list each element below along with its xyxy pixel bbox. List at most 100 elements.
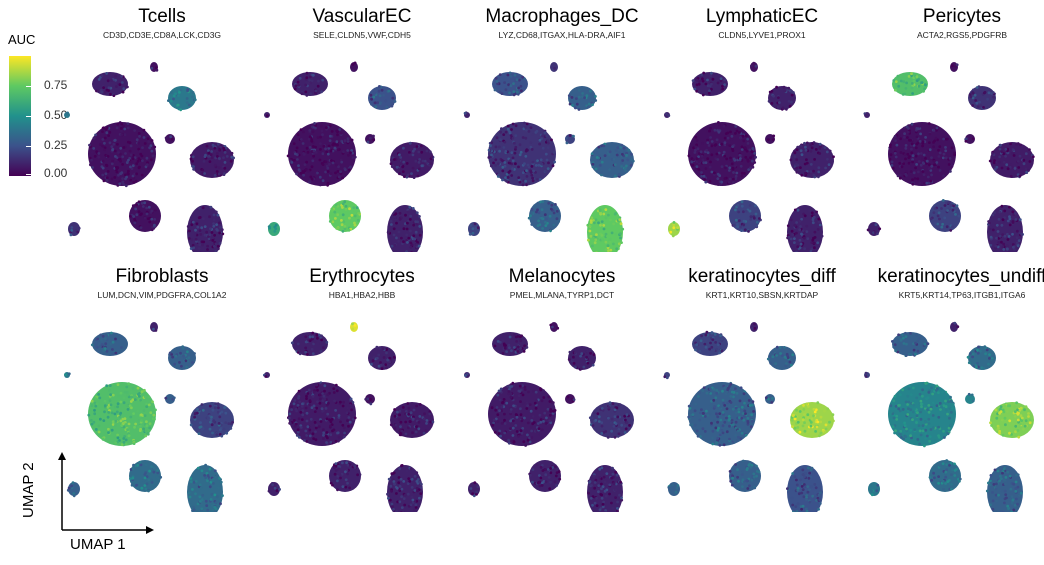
cell-point	[767, 99, 771, 103]
cell-point	[998, 160, 1001, 164]
cell-point	[824, 423, 828, 427]
cell-point	[915, 135, 919, 139]
cell-point	[147, 167, 150, 170]
cell-point	[507, 438, 510, 442]
cell-point	[515, 78, 519, 82]
cell-point	[832, 419, 835, 423]
cell-point	[917, 170, 920, 174]
cell-point	[766, 357, 770, 361]
cell-point	[551, 325, 554, 329]
cell-point	[917, 84, 921, 88]
cell-point	[205, 144, 209, 148]
cell-point	[751, 147, 755, 150]
cell-point	[594, 218, 598, 222]
cell-point	[911, 92, 914, 95]
cell-point	[602, 500, 605, 504]
cell-point	[414, 506, 418, 509]
cell-point	[993, 211, 996, 215]
cell-point	[819, 170, 823, 173]
cell-point	[665, 376, 669, 380]
cell-point	[1015, 497, 1018, 501]
cell-point	[132, 442, 136, 445]
cell-point	[702, 161, 706, 165]
cell-point	[692, 158, 695, 162]
cell-point	[717, 426, 720, 430]
cell-point	[490, 406, 494, 410]
cell-point	[906, 394, 910, 398]
cell-point	[405, 227, 409, 231]
cell-point	[591, 363, 595, 367]
cell-point	[902, 80, 906, 84]
cell-point	[906, 413, 910, 416]
cell-point	[732, 171, 735, 174]
cell-point	[547, 161, 550, 165]
cell-point	[114, 423, 117, 427]
cell-point	[131, 467, 135, 470]
cell-point	[326, 181, 330, 185]
cell-point	[409, 411, 413, 415]
cluster-top-right	[368, 85, 397, 110]
cell-point	[583, 96, 586, 100]
cell-point	[223, 151, 227, 154]
cell-point	[691, 163, 695, 167]
cell-point	[1011, 221, 1015, 224]
cell-point	[597, 415, 601, 419]
cell-point	[707, 91, 711, 95]
cell-point	[109, 92, 112, 96]
cell-point	[541, 134, 544, 138]
cell-point	[308, 75, 312, 79]
cell-point	[548, 214, 552, 218]
cell-point	[600, 407, 604, 410]
cell-point	[312, 404, 316, 408]
cell-point	[940, 225, 944, 229]
cell-point	[210, 492, 214, 496]
cell-point	[319, 350, 323, 353]
cell-point	[549, 207, 553, 211]
cell-point	[337, 175, 341, 179]
cell-point	[366, 140, 370, 144]
cell-point	[538, 138, 542, 142]
cell-point	[100, 90, 104, 94]
cell-point	[704, 161, 708, 164]
umap-panel: Erythrocytes HBA1,HBA2,HBB	[262, 262, 462, 512]
cell-point	[532, 389, 535, 393]
cell-point	[898, 409, 902, 413]
cluster-point-cloud	[965, 134, 975, 144]
cell-point	[507, 83, 510, 87]
cell-point	[549, 229, 552, 233]
cell-point	[298, 400, 301, 404]
cell-point	[201, 493, 205, 497]
cell-point	[77, 226, 81, 230]
cell-point	[689, 423, 692, 427]
cell-point	[776, 366, 780, 369]
cell-point	[710, 170, 714, 174]
cell-point	[220, 434, 224, 438]
cell-point	[595, 496, 598, 500]
cell-point	[715, 412, 718, 416]
cell-point	[72, 494, 76, 498]
cell-point	[318, 393, 322, 397]
cell-point	[99, 417, 102, 421]
cell-point	[734, 125, 738, 128]
cell-point	[912, 403, 916, 407]
cell-point	[969, 397, 973, 401]
cell-point	[915, 79, 919, 82]
cell-point	[816, 420, 820, 424]
cell-point	[503, 412, 506, 416]
cell-point	[606, 246, 610, 250]
cell-point	[1006, 504, 1010, 508]
cell-point	[507, 441, 511, 445]
cell-point	[992, 161, 996, 165]
cell-point	[923, 87, 926, 91]
cell-point	[696, 147, 700, 151]
cell-point	[364, 397, 368, 401]
cell-point	[796, 502, 800, 506]
cell-point	[105, 179, 109, 182]
cell-point	[777, 96, 780, 99]
cell-point	[418, 403, 422, 406]
cell-point	[743, 146, 747, 149]
cell-point	[112, 94, 116, 97]
cell-point	[521, 75, 525, 79]
cell-point	[341, 213, 345, 217]
cell-point	[1018, 494, 1021, 497]
